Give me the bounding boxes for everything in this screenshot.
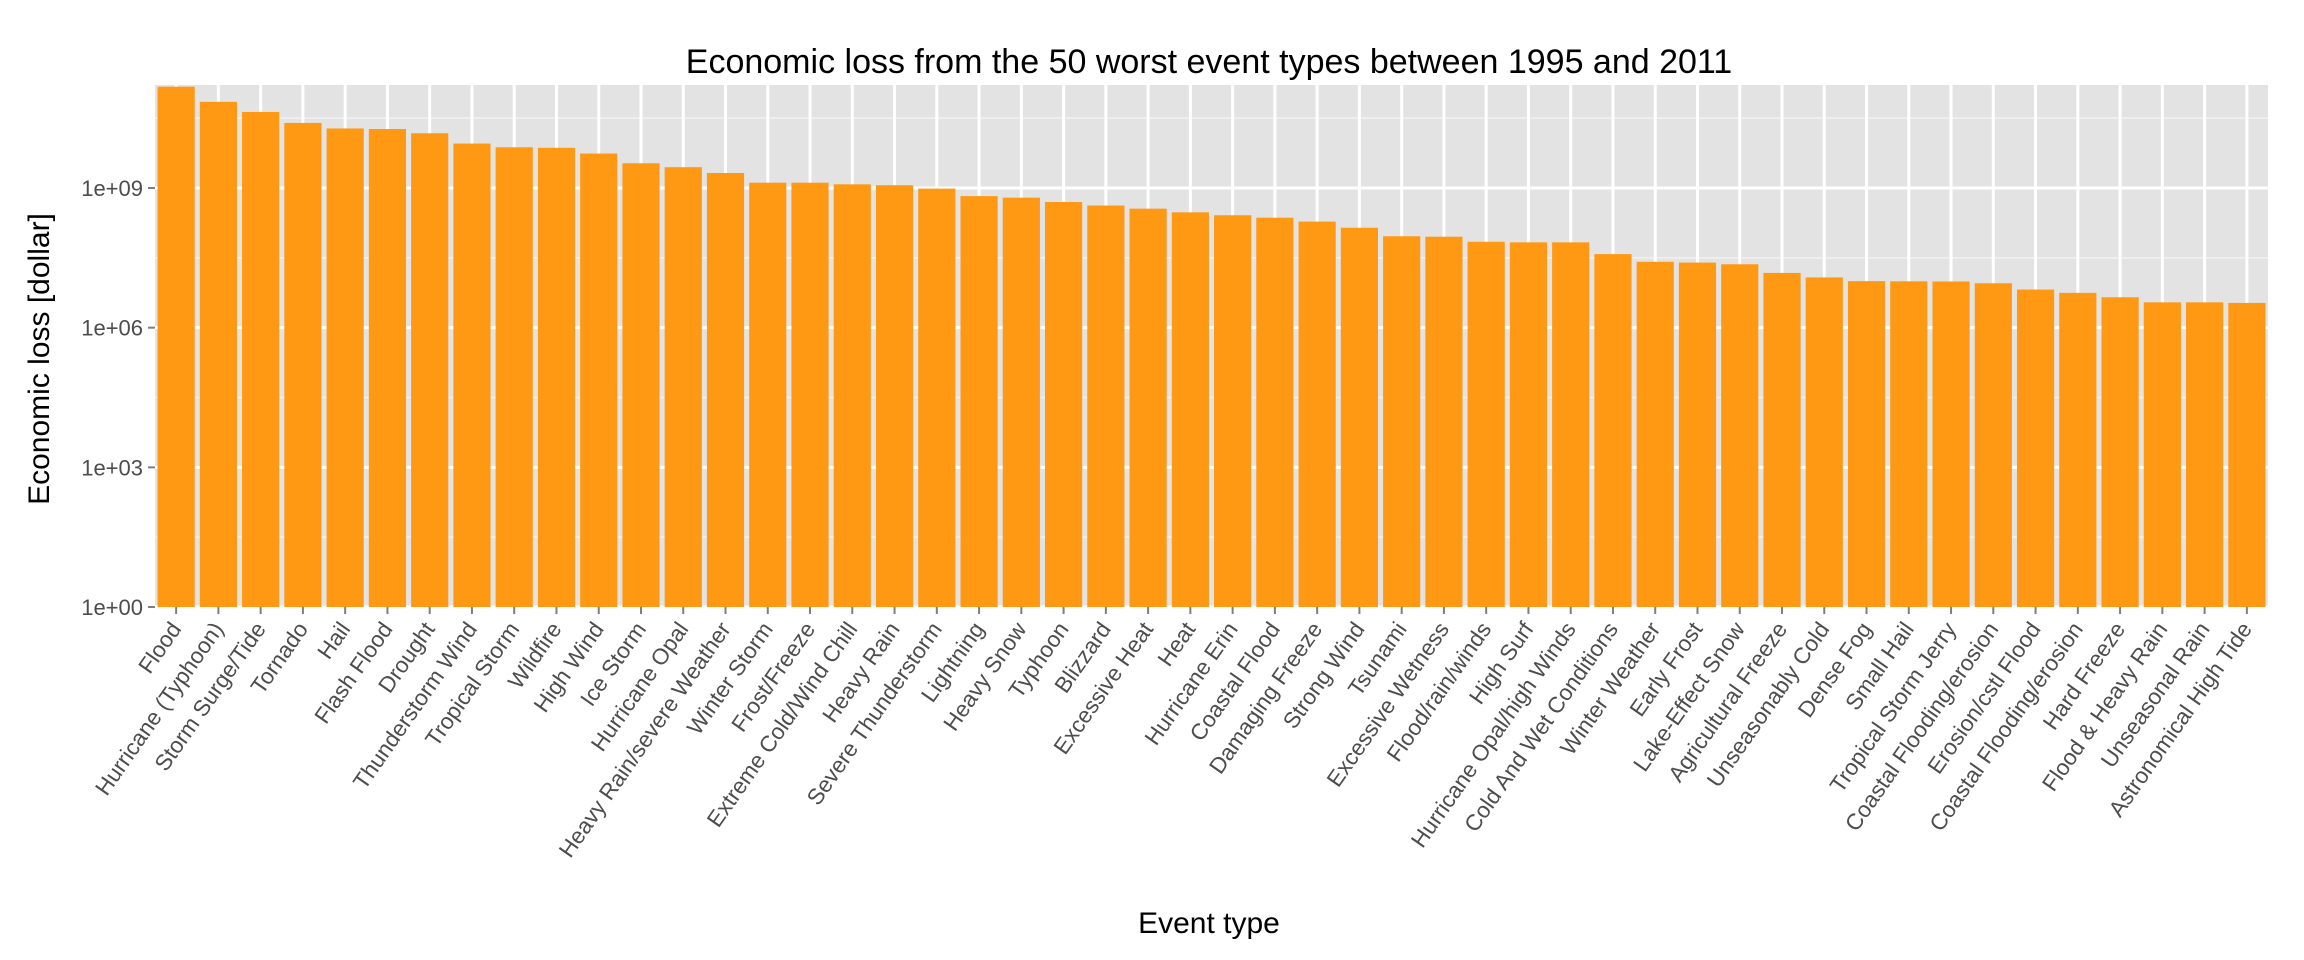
bar xyxy=(2101,297,2139,607)
bar xyxy=(1847,281,1886,607)
bar xyxy=(1552,242,1590,607)
bar xyxy=(495,147,533,607)
bar xyxy=(706,172,745,607)
bar xyxy=(242,111,280,607)
bar xyxy=(1678,262,1717,607)
x-axis-title: Event type xyxy=(1138,907,1280,940)
bar xyxy=(1044,202,1083,607)
bar xyxy=(1805,277,1843,607)
bar xyxy=(1383,236,1421,607)
bar xyxy=(1636,261,1674,607)
bar xyxy=(1129,208,1167,607)
bar xyxy=(1256,217,1294,607)
y-tick-label: 1e+03 xyxy=(81,455,143,480)
bar xyxy=(1974,283,2012,607)
bar xyxy=(2016,289,2055,607)
bar xyxy=(1763,272,1801,607)
bar xyxy=(2059,292,2097,607)
y-axis-title: Economic loss [dollar] xyxy=(23,213,56,505)
bar xyxy=(537,147,576,607)
bar xyxy=(2143,302,2181,607)
bar xyxy=(1002,197,1040,607)
bar xyxy=(1171,212,1209,608)
bar xyxy=(1425,236,1463,607)
y-tick-label: 1e+00 xyxy=(81,595,143,620)
y-tick-label: 1e+09 xyxy=(81,176,143,201)
bar xyxy=(199,101,237,608)
bar xyxy=(960,196,998,608)
bar xyxy=(1721,264,1759,607)
bar xyxy=(1087,205,1125,607)
y-tick-label: 1e+06 xyxy=(81,316,143,341)
bar xyxy=(1932,281,1970,607)
bar xyxy=(1890,281,1928,607)
bar xyxy=(411,133,449,608)
bar xyxy=(2228,302,2266,607)
y-axis: 1e+00 1e+03 1e+06 1e+09 xyxy=(81,176,155,620)
bar xyxy=(1214,215,1252,607)
bar xyxy=(875,185,914,607)
bar xyxy=(157,86,195,608)
bar xyxy=(1509,242,1548,607)
bar xyxy=(453,143,491,607)
bar xyxy=(1298,221,1336,607)
bar xyxy=(2186,302,2224,607)
bar xyxy=(326,128,364,607)
bar xyxy=(791,182,829,607)
bar xyxy=(1594,254,1632,607)
bar xyxy=(664,167,702,607)
chart-title: Economic loss from the 50 worst event ty… xyxy=(686,43,1732,81)
bar xyxy=(833,184,871,608)
bar xyxy=(368,129,407,608)
bar xyxy=(284,122,322,608)
bars xyxy=(157,86,2266,608)
bar xyxy=(749,182,787,607)
bar xyxy=(1467,241,1505,608)
bar xyxy=(622,163,660,607)
bar xyxy=(580,153,618,608)
bar xyxy=(918,188,956,607)
bar xyxy=(1340,227,1379,607)
